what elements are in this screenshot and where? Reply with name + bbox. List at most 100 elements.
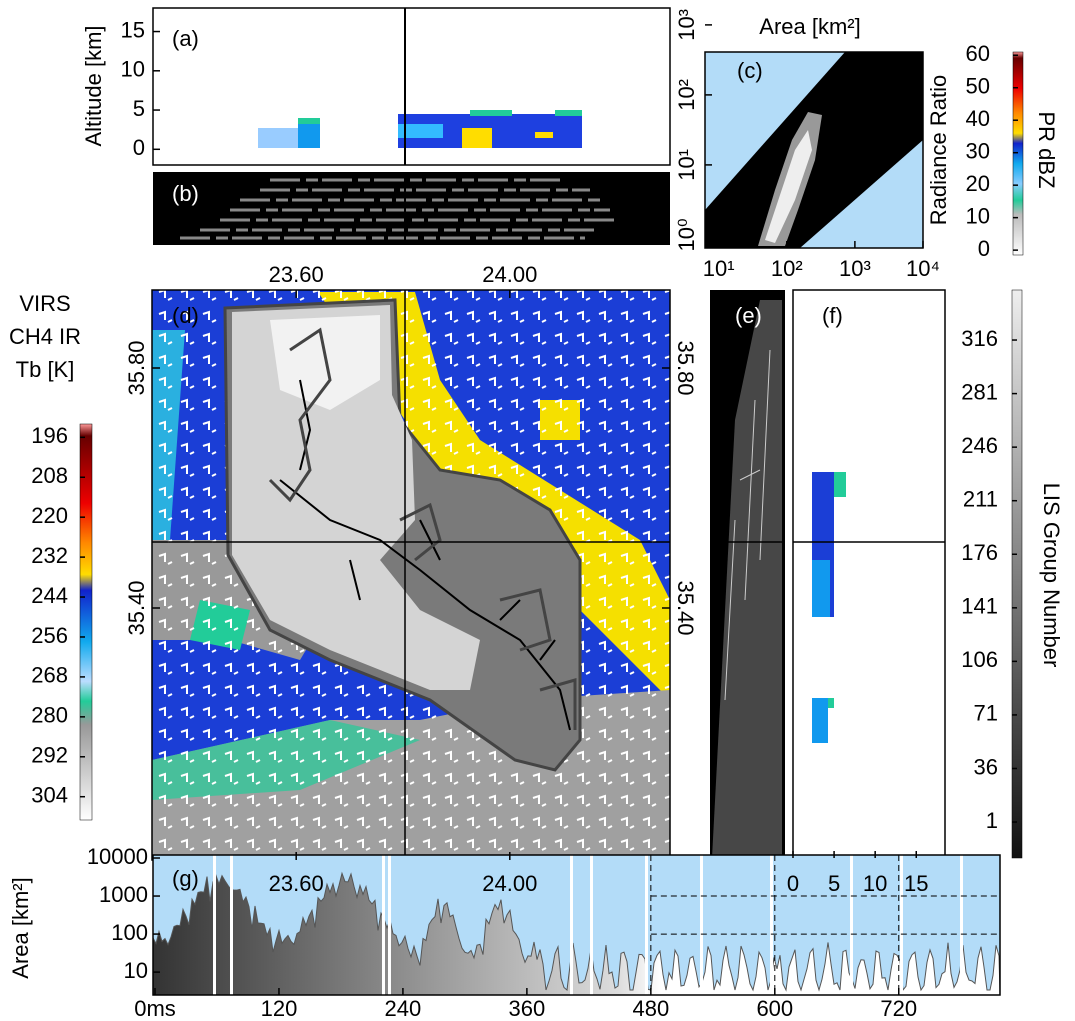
tick-label: 240: [385, 996, 422, 1021]
flash-outline: [268, 327, 577, 730]
radar-cell: [298, 118, 320, 124]
panel-label: (c): [737, 58, 763, 83]
tick-label: 10¹: [674, 149, 699, 181]
panel-b: (b): [153, 172, 670, 245]
colorbar-label: VIRS: [19, 291, 70, 316]
tick-label: 10¹: [703, 256, 735, 281]
group-bar: [828, 698, 834, 708]
radar-cell: [462, 128, 492, 148]
tick-label: 10²: [674, 79, 699, 111]
tick-label: 281: [961, 379, 998, 404]
tick-label: 10²: [771, 256, 803, 281]
tick-label: 0ms: [134, 996, 176, 1021]
tick-label: 292: [31, 743, 68, 768]
lightning-trace: [180, 178, 620, 240]
colorbar-label: LIS Group Number: [1039, 483, 1064, 668]
panel-label: (e): [735, 303, 762, 328]
tick-label: 20: [966, 171, 990, 196]
tick-label: 50: [966, 74, 990, 99]
radar-cell: [258, 128, 298, 148]
flash-tree: [279, 379, 571, 731]
density: [765, 130, 812, 243]
lightning-trace: [712, 300, 782, 858]
panel-c: (c) Area [km²] Radiance Ratio: [704, 14, 951, 249]
group-bar: [812, 698, 828, 743]
tick-label: 10: [121, 57, 145, 82]
tick-label: 0: [787, 871, 799, 896]
radar-cell: [398, 124, 443, 138]
gap: [570, 855, 573, 995]
tick-label: 220: [31, 503, 68, 528]
tick-label: 1: [986, 808, 998, 833]
gap: [388, 855, 391, 995]
tick-label: 280: [31, 703, 68, 728]
plot-border: [152, 854, 1001, 996]
tick-label: 232: [31, 543, 68, 568]
tick-label: 256: [31, 623, 68, 648]
lightning-trace: [724, 349, 771, 701]
axis-title: Area [km²]: [759, 14, 860, 39]
y-axis-label: Area [km²]: [8, 877, 33, 978]
gap: [645, 855, 648, 995]
tick-label: 71: [974, 701, 998, 726]
tick-label: 5: [133, 96, 145, 121]
tick-label: 15: [121, 17, 145, 42]
tick-label: 35.80: [673, 340, 698, 395]
y-axis-label: Altitude [km]: [81, 25, 106, 146]
tick-label: 36: [974, 754, 998, 779]
radar-cell: [298, 120, 320, 148]
tick-label: 35.80: [124, 340, 149, 395]
colorbar-label: Tb [K]: [16, 357, 75, 382]
y-axis-label: Radiance Ratio: [926, 75, 951, 225]
storm-core: [232, 305, 480, 690]
gap: [850, 855, 853, 995]
tick-label: 10000: [87, 844, 148, 869]
tick-label: 60: [966, 41, 990, 66]
colorbar-label: CH4 IR: [9, 324, 81, 349]
tick-label: 120: [261, 996, 298, 1021]
tick-label: 0: [133, 135, 145, 160]
tick-label: 720: [880, 996, 917, 1021]
panel-label: (d): [172, 303, 199, 328]
panel-e: (e): [710, 290, 785, 858]
tick-label: 5: [828, 871, 840, 896]
gap: [900, 855, 903, 995]
area-trace: [152, 871, 1001, 996]
virs-colorbar: [79, 423, 93, 821]
tick-label: 10⁰: [674, 218, 699, 251]
tick-label: 10: [863, 871, 887, 896]
panel-g: [152, 854, 1001, 996]
tick-label: 268: [31, 663, 68, 688]
tick-label: 15: [904, 871, 928, 896]
tick-label: 100: [111, 920, 148, 945]
tick-label: 316: [961, 326, 998, 351]
pr-colorbar: [1012, 51, 1024, 256]
panel-a: (a) Altitude [km]: [81, 7, 671, 166]
tick-label: 244: [31, 583, 68, 608]
radar-cell: [535, 132, 553, 138]
tick-label: 10: [966, 203, 990, 228]
lis-colorbar: [1011, 289, 1023, 859]
tick-label: 208: [31, 463, 68, 488]
panel-label: (b): [172, 181, 199, 206]
group-bar: [812, 560, 830, 617]
gap: [213, 855, 216, 995]
group-bar: [834, 472, 846, 497]
tick-label: 10: [124, 958, 148, 983]
tick-label: 35.40: [124, 580, 149, 635]
tick-label: 10³: [674, 9, 699, 41]
tick-label: 141: [961, 594, 998, 619]
tick-label: 30: [966, 139, 990, 164]
tick-label: 1000: [99, 882, 148, 907]
panel-f: (f): [792, 289, 946, 859]
tick-label: 246: [961, 433, 998, 458]
gap: [590, 855, 593, 995]
tick-label: 480: [632, 996, 669, 1021]
gap: [960, 855, 963, 995]
tick-label: 24.00: [482, 262, 537, 287]
tick-label: 35.40: [673, 580, 698, 635]
tick-label: 10³: [839, 256, 871, 281]
tick-label: 600: [756, 996, 793, 1021]
tick-label: 176: [961, 540, 998, 565]
gap: [770, 855, 773, 995]
